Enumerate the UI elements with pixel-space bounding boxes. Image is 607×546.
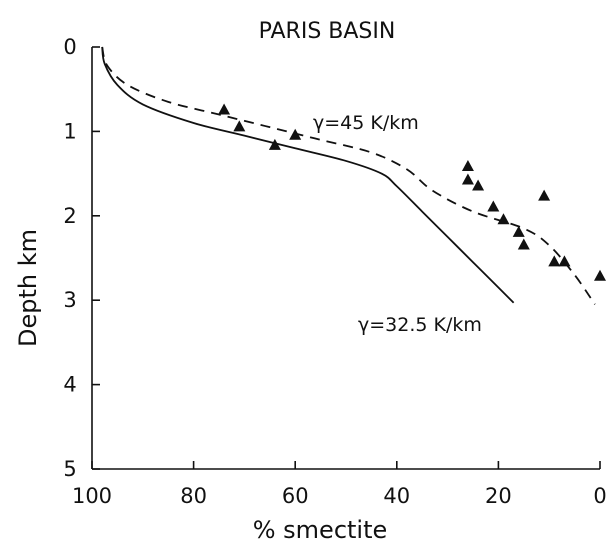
y-tick-label: 5 [63,457,76,481]
y-tick-label: 0 [63,35,76,59]
dashed-curve-45 [101,46,596,305]
x-tick-label: 40 [383,484,410,508]
triangle-marker [268,138,281,150]
triangle-marker [461,173,474,185]
triangle-marker [461,160,474,172]
y-tick-label: 1 [63,119,76,143]
triangle-marker [558,255,571,267]
y-tick-label: 4 [63,373,76,397]
triangle-marker [594,269,606,281]
observation-marker-group [218,103,606,281]
tick-group: 100 80 60 40 20 0 0 1 2 3 4 5 [63,35,606,508]
triangle-marker [548,255,561,267]
y-tick-label: 3 [63,288,76,312]
chart-title: PARIS BASIN [259,19,396,44]
triangle-marker [517,238,530,250]
x-tick-label: 80 [180,484,207,508]
x-tick-label: 60 [282,484,309,508]
solid-curve-label: γ=32.5 K/km [358,314,482,336]
x-tick-label: 0 [593,484,606,508]
triangle-marker [487,200,500,212]
solid-curve-32-5 [101,46,515,304]
x-tick-label: 20 [485,484,512,508]
dashed-curve-label: γ=45 K/km [313,112,419,134]
triangle-marker [512,225,525,237]
triangle-marker [218,103,231,115]
curve-group [101,46,596,305]
triangle-marker [497,213,510,225]
triangle-marker [233,120,246,132]
x-tick-label: 100 [72,484,112,508]
y-axis-title: Depth km [14,229,42,347]
triangle-marker [472,179,485,191]
y-tick-label: 2 [63,204,76,228]
x-axis-title: % smectite [253,516,388,544]
triangle-marker [538,189,551,201]
triangle-marker [289,128,302,140]
